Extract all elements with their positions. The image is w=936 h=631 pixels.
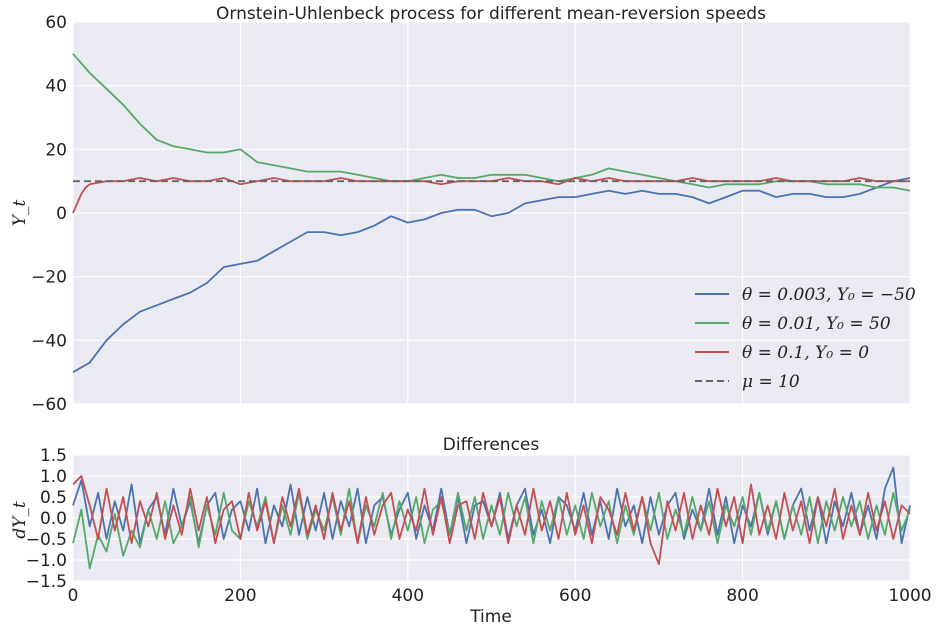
differences-y-tick-label: −1.5 bbox=[26, 572, 67, 592]
main-y-tick-label: 40 bbox=[45, 77, 67, 97]
differences-y-tick-label: 0.0 bbox=[40, 509, 67, 529]
differences-x-tick-label: 200 bbox=[224, 586, 256, 606]
main-series-lines bbox=[72, 53, 911, 373]
legend-label: θ = 0.01, Y₀ = 50 bbox=[742, 314, 891, 334]
differences-y-tick-label: 1.5 bbox=[40, 446, 67, 466]
differences-x-tick-label: 600 bbox=[559, 586, 591, 606]
differences-x-tick-label: 1000 bbox=[888, 586, 931, 606]
main-y-tick-label: −40 bbox=[31, 331, 67, 351]
main-y-axis-label: Y_t bbox=[10, 200, 30, 227]
differences-y-tick-label: 0.5 bbox=[40, 488, 67, 508]
differences-y-axis-label: dY_t bbox=[10, 501, 30, 539]
differences-series-line bbox=[72, 475, 911, 566]
main-series-line bbox=[72, 53, 911, 192]
legend-label: μ = 10 bbox=[742, 372, 800, 392]
differences-x-tick-label: 800 bbox=[726, 586, 758, 606]
differences-y-tick-label: 1.0 bbox=[40, 467, 67, 487]
differences-x-tick-label: 400 bbox=[392, 586, 424, 606]
main-y-tick-label: 0 bbox=[56, 204, 67, 224]
main-series-line bbox=[72, 177, 910, 214]
differences-x-tick-label: 0 bbox=[68, 586, 79, 606]
main-chart: 60 40 20 0 −20 −40 −60 Ornstein-Uhlenbeck proc… bbox=[10, 4, 916, 415]
main-y-tick-label: −60 bbox=[31, 395, 67, 415]
main-grid bbox=[72, 21, 911, 405]
differences-y-tick-label: −1.0 bbox=[26, 551, 67, 571]
main-series-line bbox=[72, 177, 911, 373]
legend-label: θ = 0.003, Y₀ = −50 bbox=[742, 285, 916, 305]
differences-x-tick-labels: 0 200 400 600 800 1000 bbox=[68, 586, 932, 606]
legend: θ = 0.003, Y₀ = −50 θ = 0.01, Y₀ = 50 θ = … bbox=[695, 285, 916, 392]
main-y-tick-label: −20 bbox=[31, 268, 67, 288]
differences-chart-title: Differences bbox=[443, 435, 540, 455]
main-y-tick-label: 20 bbox=[45, 140, 67, 160]
differences-series-lines bbox=[72, 466, 911, 570]
main-y-tick-labels: 60 40 20 0 −20 −40 −60 bbox=[31, 13, 67, 415]
differences-y-tick-labels: 1.51.00.50.0−0.5−1.0−1.5 bbox=[26, 446, 67, 592]
differences-grid bbox=[72, 454, 911, 582]
main-chart-title: Ornstein-Uhlenbeck process for different… bbox=[216, 4, 766, 24]
differences-x-axis-label: Time bbox=[469, 607, 512, 627]
differences-chart: 1.51.00.50.0−0.5−1.0−1.5 0 200 400 600 800 10… bbox=[10, 435, 932, 627]
main-y-tick-label: 60 bbox=[45, 13, 67, 33]
differences-y-tick-label: −0.5 bbox=[26, 530, 67, 550]
legend-label: θ = 0.1, Y₀ = 0 bbox=[742, 343, 869, 363]
